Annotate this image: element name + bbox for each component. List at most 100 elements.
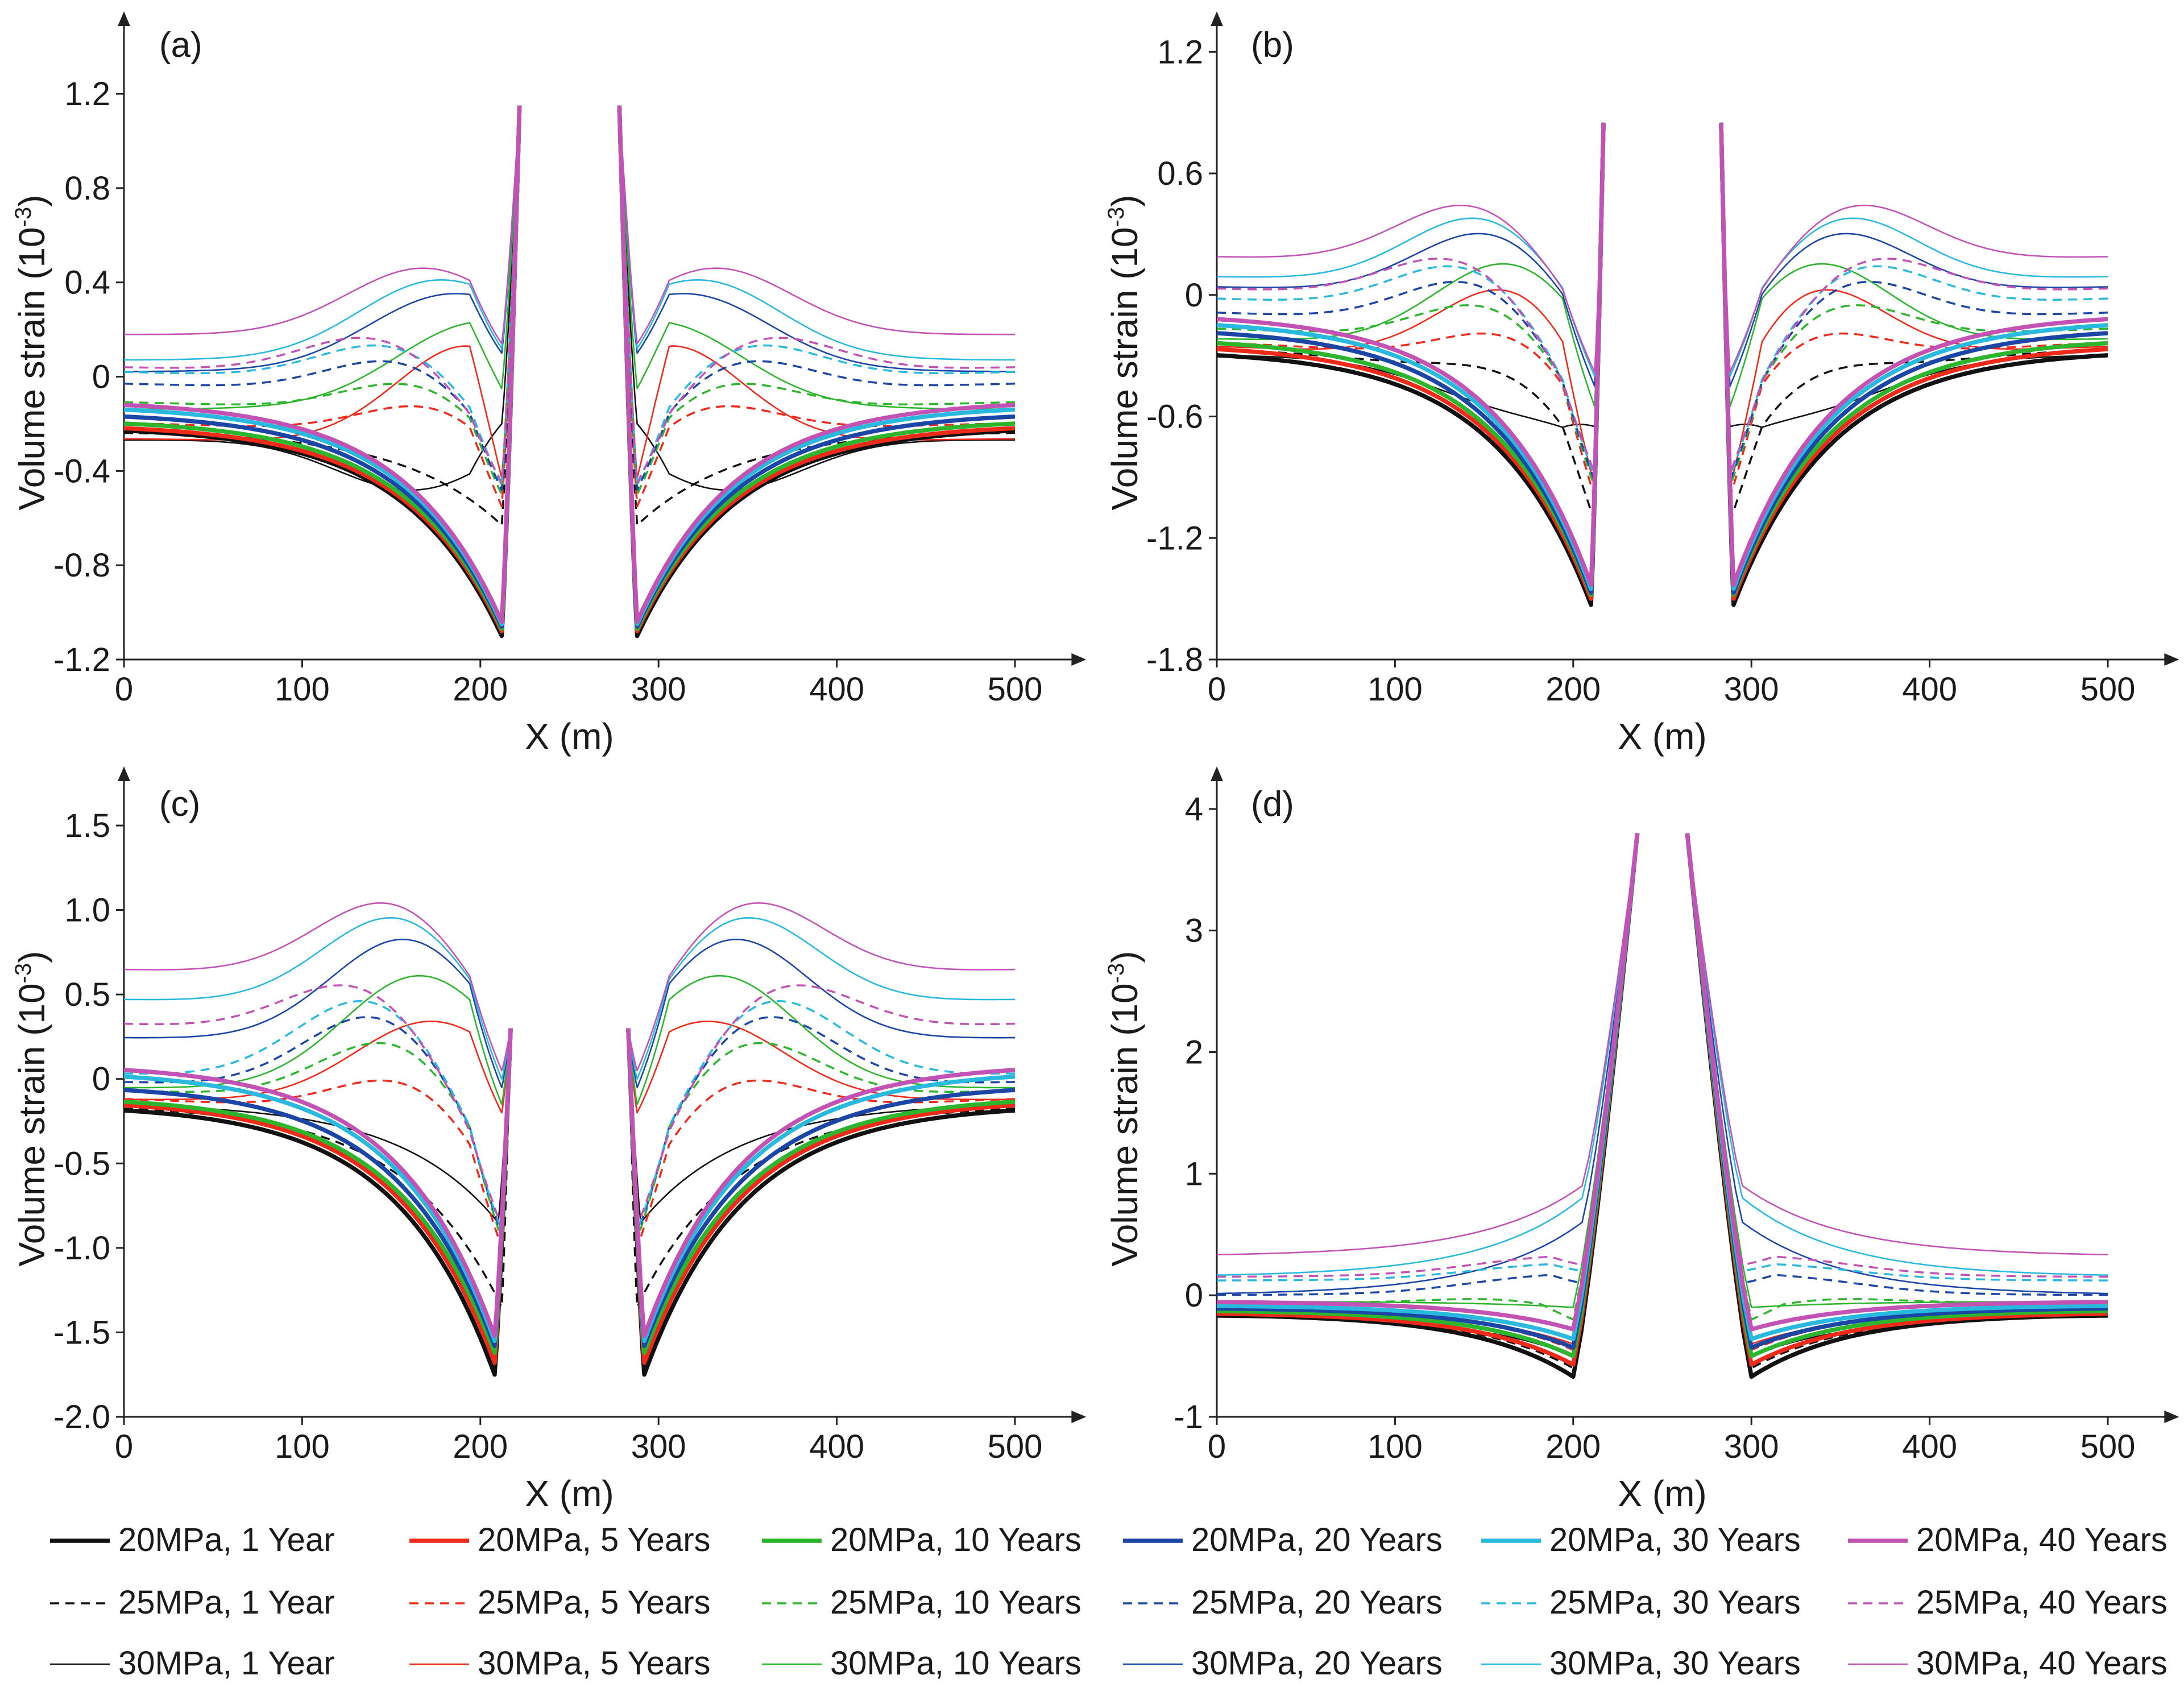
series-line-left: [1216, 122, 1606, 607]
x-tick-label: 300: [631, 671, 686, 708]
series-line-right: [618, 105, 1016, 491]
series-line-left: [1216, 122, 1605, 488]
y-axis-title-exponent: -3: [11, 963, 36, 984]
series-line-right: [627, 984, 1016, 1229]
x-tick-label: 400: [809, 671, 864, 708]
series-line-left: [1216, 122, 1606, 601]
series-line-left: [1216, 122, 1606, 595]
y-tick-label: -2.0: [53, 1399, 110, 1436]
series-line-right: [1719, 122, 2108, 587]
y-axis-arrow: [118, 766, 130, 781]
series-line-right: [1685, 833, 2108, 1332]
series-line-left: [124, 105, 520, 361]
series-line-left: [123, 105, 521, 496]
x-tick-label: 100: [1367, 1428, 1423, 1465]
series-line-left: [1216, 122, 1606, 591]
panel-label: (a): [159, 26, 202, 65]
series-line-right: [1720, 122, 2108, 483]
x-axis-arrow: [2164, 653, 2179, 666]
x-tick-label: 300: [1724, 671, 1779, 708]
series-line-left: [123, 1000, 512, 1232]
series-line-right: [1720, 122, 2108, 387]
y-axis-title: Volume strain (10-3): [1104, 195, 1145, 511]
series-line-right: [1719, 122, 2108, 591]
series-line-left: [1216, 122, 1605, 483]
series-line-left: [1216, 833, 1639, 1351]
series-line-left: [123, 105, 522, 624]
series-line-right: [1685, 833, 2108, 1350]
series-line-right: [1719, 122, 2108, 607]
series-line-left: [1216, 122, 1605, 479]
series-line-right: [627, 1000, 1016, 1232]
x-tick-label: 300: [631, 1428, 686, 1465]
series-line-left: [123, 105, 521, 526]
series-line-right: [1686, 833, 2108, 1278]
panel-a: 0 100 200 300 400 500 -1.2 -0.8 -0.4 0 0.4 0.8 1.2 X …: [11, 11, 1087, 757]
series-line-right: [626, 1028, 1016, 1377]
series-line-left: [1216, 833, 1639, 1370]
legend-item-label: 30MPa, 40 Years: [1916, 1645, 2168, 1682]
y-axis-title-exponent: -3: [1104, 963, 1129, 984]
y-tick-label: -0.4: [53, 453, 110, 490]
legend-item-label: 25MPa, 30 Years: [1549, 1584, 1801, 1621]
series-line-right: [1685, 833, 2108, 1367]
series-line-left: [1217, 833, 1639, 1278]
series-line-right: [627, 975, 1015, 1105]
y-axis-title-main: Volume strain (10: [11, 227, 52, 510]
series-line-right: [626, 1028, 1016, 1348]
legend-item-label: 20MPa, 1 Year: [118, 1521, 335, 1558]
legend-item-label: 20MPa, 40 Years: [1916, 1521, 2168, 1558]
y-tick-label: -1.5: [53, 1314, 110, 1351]
series-line-left: [1216, 833, 1638, 1276]
series-line-right: [618, 105, 1016, 526]
y-tick-label: 1.2: [64, 76, 110, 113]
series-line-left: [124, 105, 520, 345]
legend-item-label: 25MPa, 5 Years: [478, 1584, 711, 1621]
series-line-right: [626, 1028, 1016, 1355]
series-line-left: [1217, 833, 1639, 1321]
x-axis-title: X (m): [1618, 1473, 1706, 1514]
series-line-left: [1216, 122, 1605, 488]
x-tick-label: 300: [1724, 1428, 1779, 1465]
series-line-left: [123, 1028, 513, 1338]
series-line-left: [1216, 833, 1640, 1367]
series-line-left: [123, 105, 521, 491]
series-line-left: [123, 105, 522, 638]
y-tick-label: 1.5: [64, 807, 110, 844]
legend-item-label: 30MPa, 20 Years: [1191, 1645, 1443, 1682]
x-axis-title: X (m): [525, 1473, 614, 1514]
y-axis-title-main: Volume strain (10: [11, 983, 52, 1266]
series-line-right: [1686, 833, 2108, 1276]
series-line-right: [1686, 833, 2108, 1351]
x-tick-label: 100: [1367, 671, 1423, 708]
series-line-right: [617, 105, 1016, 638]
legend-item-label: 25MPa, 1 Year: [118, 1584, 335, 1621]
y-tick-label: 2: [1185, 1034, 1203, 1071]
y-tick-label: 0.6: [1157, 155, 1203, 192]
series-line-right: [1720, 122, 2108, 499]
series-line-left: [124, 105, 520, 372]
series-line-right: [626, 1028, 1016, 1338]
x-tick-label: 200: [453, 1428, 508, 1465]
y-tick-label: 0: [1185, 1277, 1203, 1314]
legend-item-label: 25MPa, 10 Years: [830, 1584, 1081, 1621]
series-line-left: [123, 917, 512, 1080]
x-tick-label: 500: [988, 1428, 1043, 1465]
series-line-left: [1216, 122, 1606, 597]
series-line-right: [1686, 833, 2108, 1282]
series-line-left: [123, 902, 512, 1072]
series-line-left: [124, 105, 520, 491]
x-axis-arrow: [1071, 653, 1087, 666]
series-line-left: [1216, 833, 1638, 1295]
legend: 20MPa, 1 Year 20MPa, 5 Years 20MPa, 10 Yea…: [50, 1521, 2168, 1682]
y-tick-label: -1.0: [53, 1230, 110, 1267]
y-axis-title-close: ): [1104, 951, 1145, 963]
y-axis-arrow: [118, 11, 130, 26]
y-tick-label: -1: [1174, 1399, 1203, 1436]
legend-item-label: 20MPa, 30 Years: [1549, 1521, 1801, 1558]
series-line-left: [124, 975, 512, 1105]
series-line-right: [1686, 833, 2108, 1345]
series-line-left: [1216, 122, 1605, 499]
legend-item-label: 30MPa, 5 Years: [478, 1645, 711, 1682]
y-axis-title: Volume strain (10-3): [1104, 951, 1145, 1267]
